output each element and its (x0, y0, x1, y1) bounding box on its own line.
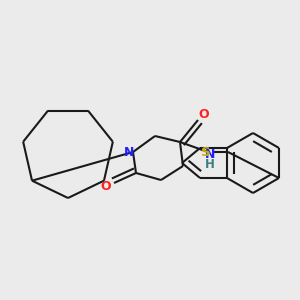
Text: S: S (201, 146, 211, 158)
Text: N: N (205, 148, 215, 160)
Text: H: H (205, 158, 215, 170)
Text: N: N (124, 146, 134, 158)
Text: O: O (101, 181, 111, 194)
Text: O: O (199, 109, 209, 122)
